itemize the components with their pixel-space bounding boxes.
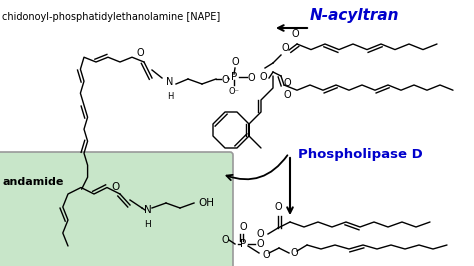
Text: O: O <box>257 239 264 249</box>
Text: OH: OH <box>198 198 214 208</box>
Text: O: O <box>248 73 255 83</box>
Text: H: H <box>145 220 151 229</box>
Text: O: O <box>222 75 229 85</box>
Text: O: O <box>256 229 264 239</box>
Text: chidonoyl-phosphatidylethanolamine [NAPE]: chidonoyl-phosphatidylethanolamine [NAPE… <box>2 12 220 22</box>
Text: H: H <box>167 92 173 101</box>
Text: O: O <box>291 248 299 258</box>
Text: P: P <box>240 239 246 249</box>
Text: O: O <box>259 72 267 82</box>
Text: O⁻: O⁻ <box>228 87 239 96</box>
Text: O: O <box>263 250 271 260</box>
Text: O: O <box>231 57 239 67</box>
Text: O: O <box>136 48 144 58</box>
Text: O: O <box>283 90 291 100</box>
Text: O: O <box>284 78 292 88</box>
Text: O: O <box>274 202 282 212</box>
Text: N: N <box>166 77 173 87</box>
Text: O: O <box>291 29 299 39</box>
Text: O: O <box>239 222 247 232</box>
Text: O: O <box>221 235 229 245</box>
Text: Phospholipase D: Phospholipase D <box>298 148 423 161</box>
Text: andamide: andamide <box>2 177 64 187</box>
FancyBboxPatch shape <box>0 152 233 266</box>
Text: O: O <box>282 43 290 53</box>
Text: P: P <box>231 72 237 82</box>
Text: N: N <box>144 205 152 215</box>
Text: N-acyltran: N-acyltran <box>310 8 400 23</box>
Text: O: O <box>112 182 120 192</box>
